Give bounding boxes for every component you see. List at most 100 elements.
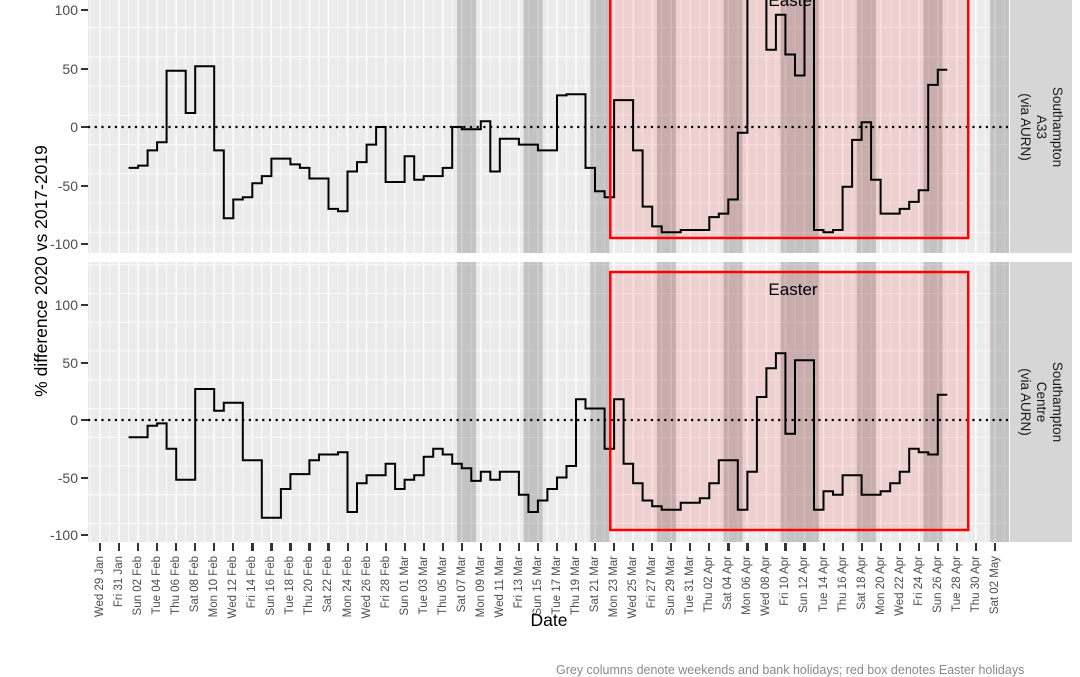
x-tick-mark	[422, 543, 425, 551]
y-tick-label: 0	[70, 119, 78, 135]
x-tick-label: Mon 20 Apr	[874, 556, 887, 615]
x-tick-mark	[803, 543, 806, 551]
x-tick-label: Sun 29 Mar	[665, 556, 678, 616]
facet-strip-southampton-a33: Southampton A33 (via AURN)	[1010, 0, 1072, 253]
x-tick-mark	[841, 543, 844, 551]
x-tick-mark	[99, 543, 102, 551]
x-tick-label: Sun 02 Feb	[132, 556, 145, 616]
x-tick-label: Thu 20 Feb	[303, 556, 316, 615]
x-tick-label: Mon 06 Apr	[741, 556, 754, 615]
x-tick-label: Tue 14 Apr	[817, 556, 830, 612]
x-tick-mark	[689, 543, 692, 551]
x-tick-mark	[232, 543, 235, 551]
x-tick-label: Thu 02 Apr	[703, 556, 716, 613]
facet-strip-southampton-centre: Southampton Centre (via AURN)	[1010, 262, 1072, 542]
x-tick-label: Mon 10 Feb	[208, 556, 221, 618]
y-tick-mark	[81, 126, 88, 128]
y-tick-label: 50	[62, 354, 78, 371]
panel-svg	[88, 262, 1009, 542]
x-tick-mark	[879, 543, 882, 551]
y-tick-mark	[81, 476, 88, 479]
panel-southampton-centre: Easter	[88, 262, 1009, 542]
x-tick-label: Tue 03 Mar	[417, 556, 430, 615]
x-tick-mark	[289, 543, 292, 551]
y-tick-label: -50	[57, 469, 78, 486]
x-tick-label: Fri 14 Feb	[246, 556, 259, 609]
y-tick-label: -100	[49, 236, 78, 252]
x-tick-mark	[517, 543, 521, 551]
x-tick-mark	[898, 543, 901, 551]
x-tick-mark	[746, 543, 749, 551]
y-tick-label: -100	[49, 527, 78, 543]
x-tick-label: Wed 12 Feb	[227, 556, 240, 619]
x-tick-label: Sat 18 Apr	[855, 556, 868, 610]
x-tick-mark	[156, 543, 159, 551]
x-tick-label: Thu 05 Mar	[436, 556, 449, 615]
x-tick-label: Wed 29 Jan	[94, 556, 106, 618]
x-tick-label: Thu 06 Feb	[170, 556, 183, 615]
panel-svg	[88, 0, 1009, 253]
x-tick-label: Tue 28 Apr	[950, 556, 963, 612]
x-tick-label: Fri 24 Apr	[912, 556, 925, 606]
x-tick-mark	[784, 543, 787, 551]
x-tick-mark	[479, 543, 482, 551]
x-tick-label: Fri 27 Mar	[646, 556, 659, 609]
x-tick-mark	[384, 543, 387, 551]
panel-southampton-a33: Easter	[88, 0, 1009, 253]
x-tick-label: Tue 18 Feb	[284, 556, 297, 615]
x-tick-label: Sat 08 Feb	[189, 556, 202, 613]
y-tick-label: 50	[62, 60, 78, 77]
x-tick-label: Sun 01 Mar	[398, 556, 411, 616]
x-tick-mark	[118, 543, 121, 551]
x-tick-mark	[251, 543, 254, 551]
x-tick-mark	[993, 543, 997, 551]
x-tick-label: Wed 26 Feb	[360, 556, 373, 619]
x-tick-mark	[860, 543, 863, 551]
y-tick-mark	[81, 304, 88, 306]
y-tick-mark	[81, 184, 88, 187]
x-tick-mark	[670, 543, 673, 551]
x-tick-mark	[441, 543, 444, 551]
x-axis-title: Date	[530, 610, 568, 630]
x-tick-label: Tue 04 Feb	[151, 556, 164, 615]
x-tick-mark	[327, 543, 330, 551]
x-tick-label: Fri 28 Feb	[379, 556, 392, 609]
y-tick-label: 100	[54, 2, 78, 18]
x-tick-mark	[613, 543, 616, 551]
x-tick-mark	[137, 543, 140, 551]
y-tick-mark	[81, 361, 88, 364]
y-tick-mark	[81, 67, 88, 70]
x-tick-label: Sat 02 May	[988, 556, 1001, 615]
x-tick-mark	[955, 543, 958, 551]
x-tick-label: Sat 22 Feb	[322, 556, 335, 613]
x-tick-mark	[555, 543, 559, 551]
x-tick-mark	[651, 543, 654, 551]
y-tick-label: 100	[54, 297, 78, 313]
x-tick-mark	[708, 543, 711, 551]
x-tick-mark	[365, 543, 368, 551]
x-tick-label: Sun 16 Feb	[265, 556, 278, 616]
x-tick-label: Thu 16 Apr	[836, 556, 849, 613]
y-tick-mark	[81, 9, 88, 11]
x-tick-mark	[727, 543, 730, 551]
x-tick-mark	[536, 543, 540, 551]
x-tick-mark	[765, 543, 768, 551]
y-tick-label: -50	[57, 177, 78, 194]
x-tick-label: Sun 12 Apr	[798, 556, 811, 613]
x-tick-mark	[498, 543, 502, 551]
facet-strip-label-centre: Southampton Centre (via AURN)	[1018, 361, 1065, 443]
x-tick-mark	[917, 543, 920, 551]
y-tick-mark	[81, 419, 88, 421]
y-tick-mark	[81, 534, 88, 536]
y-tick-mark	[81, 243, 88, 245]
x-tick-label: Mon 24 Feb	[341, 556, 354, 618]
x-tick-mark	[194, 543, 197, 551]
x-tick-mark	[175, 543, 178, 551]
caption-cutoff: Grey columns denote weekends and bank ho…	[556, 663, 1025, 677]
x-tick-mark	[594, 543, 597, 551]
x-tick-mark	[270, 543, 273, 551]
x-tick-label: Sun 26 Apr	[931, 556, 944, 613]
easter-annotation-top: Easter	[768, 0, 818, 10]
x-tick-label: Sat 04 Apr	[722, 556, 735, 610]
